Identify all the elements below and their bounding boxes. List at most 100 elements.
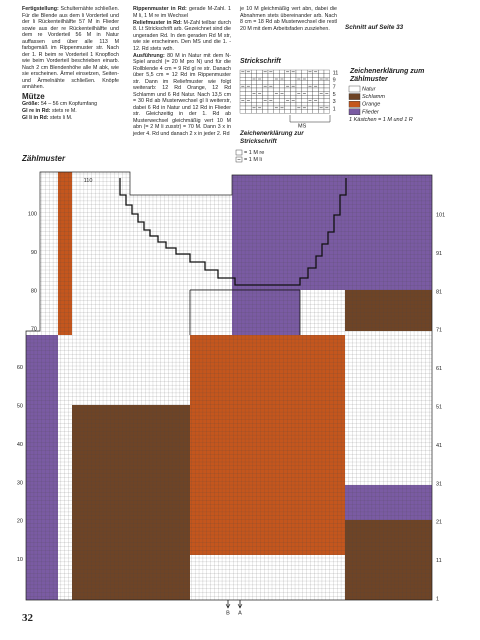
stitch-cell [256,84,263,89]
chart-labels: 100 90 80 70 60 50 40 30 20 10 101 91 81 71 61 51 41 31 21… [17,178,445,616]
stitch-cell [279,80,285,85]
paragraph-text: M-Zahl teilbar durch 8. Lt Strickschrift… [133,19,231,52]
stitch-cell [273,102,280,107]
stitch-cell [312,105,319,110]
stitch-cell [245,87,252,92]
stitch-cell [239,95,246,99]
row-label: 40 [17,442,23,448]
stitch-cell [273,80,280,85]
stitch-cell [273,98,280,103]
stitch-cell [245,77,252,81]
stitch-cell [301,98,308,103]
text-column: Fertigstellung: Schulternähte schließen.… [22,6,119,122]
legend-swatch [348,85,361,93]
stitch-cell [307,105,313,110]
row-number: 1 [333,106,336,112]
row-label: 100 [28,211,37,217]
stitch-cell [267,87,274,92]
placket-line [189,289,301,335]
stitch-cell [284,105,291,110]
marker-arrows [225,603,243,609]
stitch-cell [239,91,246,96]
stitch-cell [262,87,269,92]
stitch-cell [267,80,274,85]
paragraph: je 10 M gleichmäßig vert abn, dabei die … [240,6,337,32]
paragraph-text: 80 M in Natur mit dem N-Spiel anschl (= … [133,52,231,137]
stitch-cell [262,77,269,81]
paragraph-text: 54 – 56 cm Kopfumfang [40,101,98,107]
stitch-cell [251,102,257,107]
stitch-cell [284,80,291,85]
row-number: 3 [333,99,336,105]
row-label: 70 [31,327,37,333]
paragraph-lead: Ausführung: [133,52,165,59]
stitch-cell [239,87,246,92]
stitch-cell [312,102,319,107]
stitch-cell [318,73,325,78]
row-number: 9 [333,77,336,83]
row-label: 21 [436,520,442,526]
row-label: 90 [31,250,37,256]
chart-border [25,171,433,601]
stitch-cell [295,95,302,99]
stitch-cell [295,69,302,74]
stitch-cell [251,87,257,92]
stitch-cell [279,69,285,74]
stitch-cell [323,102,330,107]
stitch-cell [239,80,246,85]
stitch-cell [312,87,319,92]
stitch-cell [267,102,274,107]
stitch-cell [239,73,246,78]
row-label: 51 [436,404,442,410]
stitch-cell [284,87,291,92]
stitch-cell [290,73,297,78]
stitch-cell [290,77,297,81]
stitch-cell [245,91,252,96]
row-label: 71 [436,328,442,334]
stitch-cell [284,95,291,99]
paragraph-lead: Reliefmuster in Rd: [133,19,182,26]
marker-lines [227,600,241,608]
stitch-cell [251,73,257,78]
section-title: Zeichenerklärung zur Strickschrift [240,130,304,145]
stitch-cell [307,73,313,78]
symbol-label: = 1 M re [244,150,264,156]
marker-label: A [238,610,242,616]
legend-note: 1 Kästchen = 1 M und 1 R [349,117,413,123]
stitch-cell [290,95,297,99]
stitch-cell [307,80,313,85]
stitch-cell [284,77,291,81]
stitch-cell [267,77,274,81]
stitch-cell [251,109,257,114]
chart-title: Zählmuster [22,154,66,163]
stitch-cell [318,95,325,99]
stitch-cell [284,91,291,96]
row-label: 1 [436,596,439,602]
row-label: 31 [436,481,442,487]
stitch-cell [256,102,263,107]
stitch-cell [295,80,302,85]
paragraph: Rippenmuster in Rd: gerade M-Zahl. 1 M l… [133,6,231,19]
stitch-cell [301,95,308,99]
stitch-cell [273,87,280,92]
row-label: 60 [17,365,23,371]
stitch-cell [323,98,330,103]
stitch-cell [251,84,257,89]
repeat-label: MS [298,123,307,129]
row-label: 50 [17,403,23,409]
stitch-cell [290,87,297,92]
stitch-cell [251,69,257,74]
stitch-cell [323,84,330,89]
text-column: je 10 M gleichmäßig vert abn, dabei die … [240,6,337,33]
text-column: Rippenmuster in Rd: gerade M-Zahl. 1 M l… [133,6,231,138]
stitch-cell [290,80,297,85]
stitch-cell [290,105,297,110]
stitch-cell [239,109,246,114]
paragraph: Reliefmuster in Rd: M-Zahl teilbar durch… [133,20,231,53]
stitch-cell [239,77,246,81]
paragraph-text: je 10 M gleichmäßig vert abn, dabei die … [240,6,337,32]
stitch-cell [312,91,319,96]
stitch-cell [323,80,330,85]
row-number: 7 [333,85,336,91]
